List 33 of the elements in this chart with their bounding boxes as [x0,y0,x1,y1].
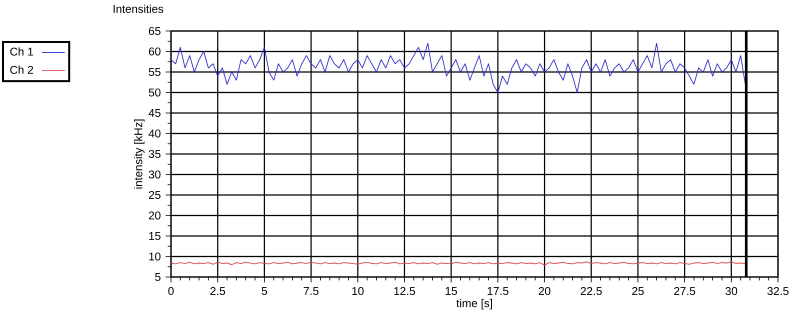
y-tick-label: 10 [149,252,161,260]
x-tick-label: 22.5 [580,287,602,296]
x-tick-label: 2.5 [210,287,226,296]
y-tick-label: 20 [148,211,161,220]
line-series [171,42,746,93]
x-tick-label: 20 [538,287,550,296]
x-tick-label: 27.5 [674,287,696,296]
x-tick-label: 15 [446,287,457,295]
x-tick-label: 10 [352,287,364,296]
legend-label: Ch 1 [10,47,34,56]
y-tick-label: 35 [148,150,160,158]
legend-label: Ch 2 [10,66,34,74]
y-tick-label: 60 [148,47,161,56]
y-tick-label: 45 [148,109,160,117]
y-tick-label: 65 [148,26,160,35]
x-tick-label: 7.5 [304,287,318,295]
y-tick-label: 30 [148,170,161,178]
y-tick-label: 25 [148,190,160,199]
y-axis-title: intensity [kHz] [134,120,145,189]
x-axis-title: time [s] [456,298,492,310]
y-tick-label: 5 [155,273,160,281]
x-tick-label: 0 [168,287,174,296]
x-tick-label: 5 [262,287,268,295]
x-tick-label: 12.5 [394,287,416,296]
x-tick-label: 25 [632,287,644,296]
y-tick-label: 55 [148,68,160,76]
x-tick-label: 32.5 [767,287,789,296]
y-tick-label: 50 [148,88,161,96]
y-tick-label: 40 [148,129,161,138]
x-tick-label: 17.5 [488,287,508,295]
y-tick-label: 15 [149,232,160,240]
x-tick-label: 30 [725,287,738,296]
chart-title: Intensities [114,4,164,13]
